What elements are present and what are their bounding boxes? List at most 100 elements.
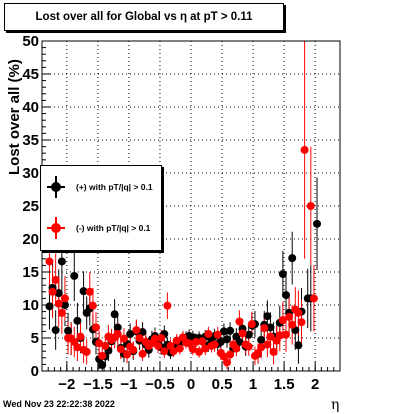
data-point-minus	[123, 350, 132, 359]
data-point-plus	[226, 326, 235, 335]
legend-marker-plus	[51, 182, 61, 192]
data-point-plus	[45, 302, 54, 311]
data-point-minus	[116, 345, 125, 354]
data-point-minus	[266, 332, 275, 341]
data-point-minus	[219, 352, 228, 361]
legend: (+) with pT/|q| > 0.1 (-) with pT/|q| > …	[40, 165, 162, 251]
data-point-plus	[263, 312, 272, 321]
data-point-plus	[216, 337, 225, 346]
data-point-minus	[82, 347, 91, 356]
data-point-minus	[185, 339, 194, 348]
data-point-minus	[269, 347, 278, 356]
grid-lines	[42, 40, 340, 372]
legend-label-minus: (-) with pT/|q| > 0.1	[76, 223, 151, 233]
data-point-minus	[101, 341, 110, 350]
data-point-plus	[54, 289, 63, 298]
data-point-minus	[260, 324, 269, 333]
x-tick-label: 1.5	[274, 376, 295, 393]
data-point-plus	[223, 335, 232, 344]
data-point-plus	[235, 337, 244, 346]
y-tick-label: 10	[22, 297, 39, 314]
data-point-minus	[57, 308, 66, 317]
y-tick-label: 5	[31, 330, 39, 347]
data-point-plus	[73, 316, 82, 325]
x-tick-label: −2	[58, 376, 75, 393]
y-axis-label: Lost over all (%)	[6, 59, 23, 175]
data-point-minus	[169, 347, 178, 356]
data-point-minus	[210, 340, 219, 349]
data-point-minus	[92, 323, 101, 332]
legend-entry-minus: (-) with pT/|q| > 0.1	[41, 217, 161, 239]
data-point-minus	[48, 287, 57, 296]
chart-title: Lost over all for Global vs η at pT > 0.…	[4, 3, 284, 31]
data-point-minus	[129, 345, 138, 354]
y-tick-label: 0	[31, 363, 39, 380]
data-point-plus	[57, 257, 66, 266]
data-point-minus	[132, 326, 141, 335]
data-point-minus	[247, 320, 256, 329]
data-point-minus	[157, 334, 166, 342]
data-point-plus	[60, 301, 69, 309]
data-point-plus	[257, 335, 266, 344]
legend-label-plus: (+) with pT/|q| > 0.1	[76, 182, 153, 192]
data-point-plus	[244, 330, 253, 339]
x-tick-label: −1.5	[83, 376, 113, 393]
data-point-plus	[313, 219, 322, 228]
data-point-minus	[95, 339, 104, 348]
y-tick-label: 15	[22, 264, 39, 281]
y-tick-label: 25	[22, 198, 39, 215]
y-tick-label: 30	[22, 165, 39, 182]
data-point-minus	[254, 349, 263, 358]
data-point-minus	[294, 308, 303, 317]
data-point-plus	[266, 323, 275, 332]
y-tick-label: 20	[22, 231, 39, 248]
timestamp: Wed Nov 23 22:22:38 2022	[3, 399, 115, 409]
data-point-minus	[285, 312, 294, 321]
data-point-minus	[54, 299, 63, 308]
data-point-minus	[300, 145, 309, 154]
data-point-minus	[188, 345, 197, 354]
data-point-minus	[232, 344, 241, 353]
data-point-minus	[76, 332, 85, 341]
data-point-plus	[126, 330, 135, 339]
y-tick-label: 45	[22, 66, 39, 83]
data-point-minus	[45, 257, 54, 266]
data-point-minus	[275, 331, 284, 340]
data-point-minus	[306, 202, 315, 210]
legend-marker-minus	[51, 223, 61, 233]
data-point-plus	[113, 323, 122, 332]
data-point-plus	[64, 326, 73, 335]
data-point-minus	[138, 349, 147, 358]
data-point-minus	[191, 337, 200, 346]
data-point-minus	[175, 344, 184, 353]
data-point-minus	[235, 317, 244, 326]
data-point-minus	[244, 342, 253, 351]
data-markers	[45, 145, 322, 370]
x-axis-label: η	[331, 397, 340, 413]
legend-entry-plus: (+) with pT/|q| > 0.1	[41, 176, 161, 198]
data-point-minus	[172, 336, 181, 345]
data-point-minus	[213, 330, 222, 339]
data-point-plus	[278, 269, 287, 278]
data-point-minus	[288, 320, 297, 329]
data-point-minus	[51, 275, 60, 284]
data-point-plus	[294, 341, 303, 350]
data-point-minus	[204, 330, 213, 339]
y-tick-label: 35	[22, 132, 39, 149]
data-point-minus	[73, 343, 82, 352]
data-point-minus	[263, 340, 272, 349]
data-point-minus	[60, 294, 69, 303]
data-point-minus	[113, 330, 122, 339]
data-point-plus	[288, 254, 297, 263]
data-point-minus	[278, 316, 287, 325]
x-tick-label: 1	[249, 376, 257, 393]
data-point-minus	[163, 301, 172, 310]
x-tick-label: 2	[311, 376, 319, 393]
data-point-minus	[119, 334, 128, 343]
data-point-minus	[297, 318, 306, 327]
data-point-plus	[70, 271, 79, 280]
data-point-minus	[135, 334, 144, 342]
data-point-plus	[79, 287, 88, 296]
data-point-minus	[309, 294, 318, 303]
